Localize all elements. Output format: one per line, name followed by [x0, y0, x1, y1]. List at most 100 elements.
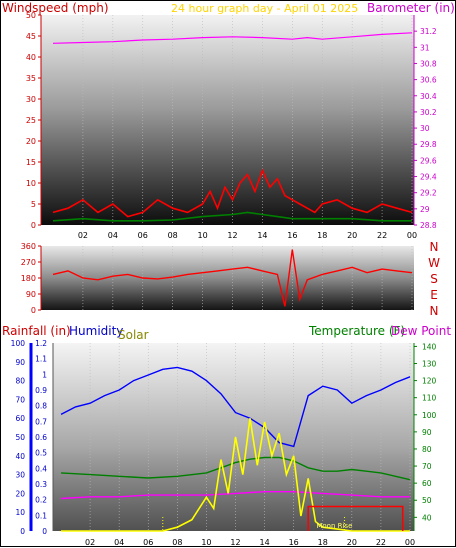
wind-x-tick: 04: [108, 231, 118, 240]
humidity-line: [60, 366, 411, 448]
wind-y-tick: 30: [26, 95, 36, 104]
rain-y-tick: 1.2: [35, 339, 47, 348]
humidity-y-tick: 60: [15, 414, 25, 423]
humidity-y-tick: 80: [15, 377, 25, 386]
humidity-y-tick: 0: [20, 527, 25, 536]
compass-label: S: [430, 272, 438, 286]
temp-humidity-solar-chart: 02 04 06 08 10 12 14 16 18 20 22 000102030405060708…: [11, 339, 437, 547]
baro-y-tick: 28.8: [420, 221, 437, 230]
baro-y-tick: 31.2: [420, 27, 437, 36]
temp-y-tick: 110: [422, 394, 437, 403]
temp-y-tick: 140: [422, 342, 437, 351]
baro-y-tick: 29: [420, 205, 430, 214]
rain-y-tick: 0: [42, 527, 47, 536]
humidity-label: Humidity: [69, 324, 123, 338]
compass-label: E: [430, 288, 438, 302]
weather-x-tick: 00: [405, 538, 415, 547]
wind-x-tick: 12: [227, 231, 237, 240]
wind-x-tick: 08: [168, 231, 178, 240]
temp-y-tick: 60: [422, 479, 432, 488]
dir-y-tick: 0: [31, 306, 36, 315]
wind-x-tick: 06: [138, 231, 148, 240]
wind-y-tick: 15: [26, 158, 36, 167]
baro-y-tick: 29.6: [420, 156, 437, 165]
dir-y-tick: 180: [21, 274, 36, 283]
weather-x-tick: 06: [143, 538, 153, 547]
humidity-y-tick: 100: [11, 339, 26, 348]
solar-line: [61, 418, 410, 532]
barometer-label: Barometer (in): [367, 1, 455, 15]
dir-y-tick: 360: [21, 242, 36, 251]
compass-label: N: [430, 304, 439, 318]
wind-x-tick: 20: [347, 231, 357, 240]
rain-y-tick: 1: [42, 370, 47, 379]
graph-date-title: 24 hour graph day - April 01 2025: [171, 2, 358, 15]
humidity-y-tick: 50: [15, 433, 25, 442]
rain-y-tick: 0.9: [35, 386, 47, 395]
rain-box-line: [307, 505, 404, 531]
wind-y-tick: 50: [26, 11, 36, 20]
wind-x-tick: 22: [377, 231, 387, 240]
baro-y-tick: 30.6: [420, 76, 437, 85]
wind-y-tick: 0: [31, 221, 36, 230]
wind-y-tick: 25: [26, 116, 36, 125]
wind-x-tick: 00: [407, 231, 417, 240]
rain-y-tick: 0.8: [35, 402, 47, 411]
humidity-y-tick: 20: [15, 489, 25, 498]
humidity-y-tick: 40: [15, 452, 25, 461]
rain-y-tick: 1.1: [35, 355, 47, 364]
rain-y-tick: 0.2: [35, 496, 47, 505]
moonrise-label: Moon Rise: [316, 522, 352, 530]
weather-x-tick: 12: [230, 538, 240, 547]
wind-y-tick: 40: [26, 53, 36, 62]
temp-y-tick: 80: [422, 445, 432, 454]
baro-y-tick: 30.8: [420, 59, 437, 68]
wind-gust-line: [52, 168, 413, 218]
wind-y-tick: 20: [26, 137, 36, 146]
wind-y-tick: 10: [26, 179, 36, 188]
temp-y-tick: 100: [422, 411, 437, 420]
baro-y-tick: 31: [420, 43, 430, 52]
temp-y-tick: 130: [422, 360, 437, 369]
wind-y-tick: 35: [26, 74, 36, 83]
barometer-line: [52, 32, 413, 44]
direction-plot-area: [41, 246, 414, 310]
temp-y-tick: 70: [422, 462, 432, 471]
compass-label: N: [430, 240, 439, 254]
humidity-y-tick: 10: [15, 508, 25, 517]
weather-x-tick: 18: [318, 538, 328, 547]
weather-x-tick: 16: [289, 538, 299, 547]
baro-y-tick: 30.2: [420, 108, 437, 117]
baro-y-tick: 29.2: [420, 189, 437, 198]
weather-x-tick: 02: [85, 538, 95, 547]
weather-x-tick: 08: [172, 538, 182, 547]
rain-y-tick: 0.3: [35, 480, 47, 489]
rainfall-label: Rainfall (in): [2, 324, 71, 338]
baro-y-tick: 29.4: [420, 173, 437, 182]
temp-y-tick: 120: [422, 377, 437, 386]
wind-y-tick: 45: [26, 32, 36, 41]
weather-x-tick: 10: [201, 538, 211, 547]
humidity-y-tick: 90: [15, 358, 25, 367]
humidity-y-tick: 30: [15, 471, 25, 480]
rain-y-tick: 0.1: [35, 511, 47, 520]
wind-y-tick: 5: [31, 200, 36, 209]
windspeed-label: Windspeed (mph): [2, 1, 109, 15]
dewpoint-line: [60, 491, 410, 500]
weather-x-tick: 20: [347, 538, 357, 547]
rain-y-tick: 0.6: [35, 433, 47, 442]
rain-y-tick: 0.4: [35, 464, 47, 473]
weather-x-tick: 22: [376, 538, 386, 547]
wind-avg-line: [52, 211, 412, 222]
wind-x-tick: 18: [317, 231, 327, 240]
wind-x-tick: 16: [287, 231, 297, 240]
weather-plot-area: [53, 343, 414, 531]
dir-y-tick: 270: [21, 258, 36, 267]
wind-x-tick: 10: [197, 231, 207, 240]
weather-x-tick: 14: [259, 538, 269, 547]
wind-pressure-chart: 02 04 06 08 10 12 14 16 18 20 22 000510152025303540…: [26, 11, 437, 240]
compass-label: W: [428, 256, 440, 270]
rain-y-tick: 0.7: [35, 417, 47, 426]
